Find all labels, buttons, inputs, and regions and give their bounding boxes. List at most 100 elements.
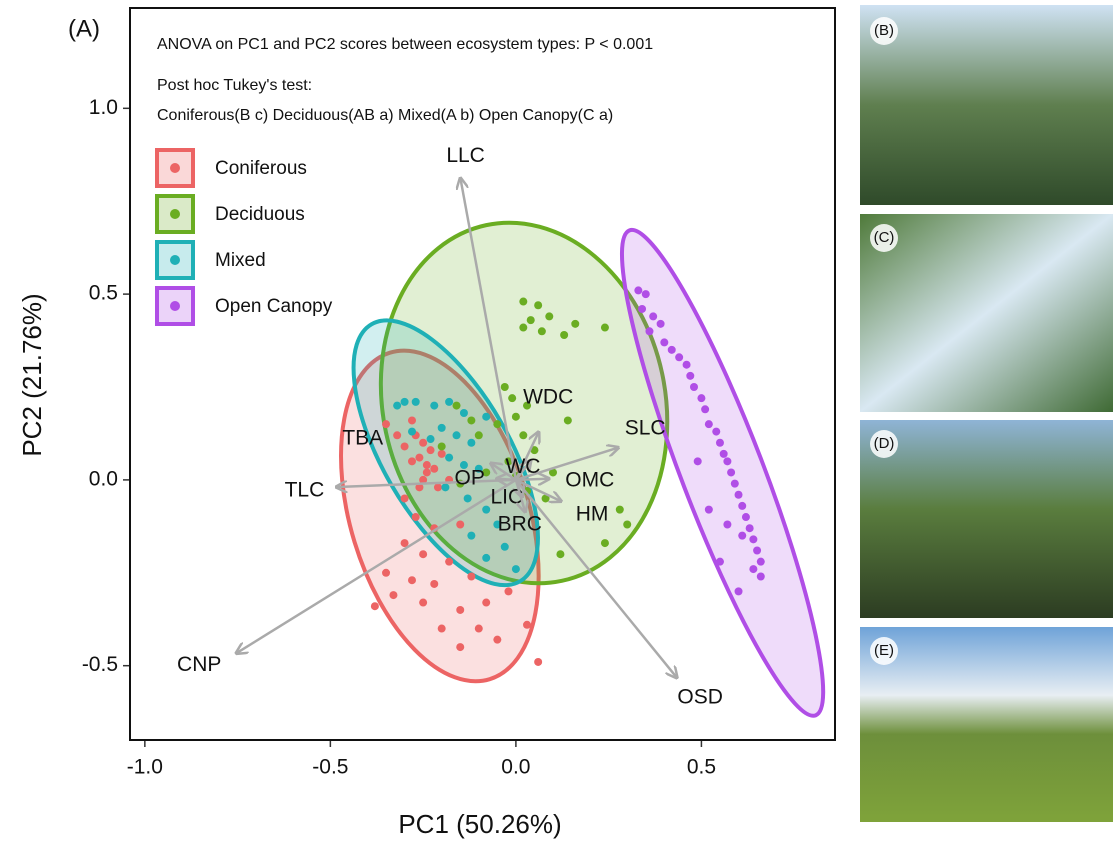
point (749, 535, 757, 543)
point (634, 286, 642, 294)
loading-label: BRC (498, 512, 542, 535)
point (393, 402, 401, 410)
loading-label: SLC (625, 416, 666, 439)
point (412, 398, 420, 406)
point (556, 550, 564, 558)
point (571, 320, 579, 328)
legend-label: Coniferous (215, 158, 307, 179)
photo (860, 5, 1113, 205)
panel-label: (A) (68, 15, 100, 42)
annotation: Post hoc Tukey's test: (157, 77, 312, 94)
point (460, 409, 468, 417)
point (545, 312, 553, 320)
point (389, 591, 397, 599)
point (408, 416, 416, 424)
point (419, 439, 427, 447)
point (453, 402, 461, 410)
point (686, 372, 694, 380)
point (723, 520, 731, 528)
loading-label: HM (576, 502, 609, 525)
point (427, 435, 435, 443)
point (519, 298, 527, 306)
point (508, 394, 516, 402)
point (642, 290, 650, 298)
legend-dot (170, 255, 180, 265)
x-tick-label: -1.0 (127, 756, 163, 779)
point (482, 413, 490, 421)
point (415, 454, 423, 462)
panel-label: (E) (874, 642, 894, 659)
point (738, 502, 746, 510)
point (493, 420, 501, 428)
point (705, 420, 713, 428)
point (434, 483, 442, 491)
loading-label: TLC (285, 479, 325, 502)
x-tick-label: -0.5 (312, 756, 348, 779)
point (723, 457, 731, 465)
point (757, 558, 765, 566)
legend-label: Deciduous (215, 204, 305, 225)
point (716, 558, 724, 566)
point (482, 506, 490, 514)
panel-label: (B) (874, 22, 894, 39)
point (419, 599, 427, 607)
point (753, 546, 761, 554)
point (675, 353, 683, 361)
point (475, 625, 483, 633)
point (757, 573, 765, 581)
point (649, 312, 657, 320)
point (705, 506, 713, 514)
point (438, 442, 446, 450)
point (512, 413, 520, 421)
point (412, 513, 420, 521)
point (453, 431, 461, 439)
point (401, 398, 409, 406)
point (601, 539, 609, 547)
point (683, 361, 691, 369)
point (456, 643, 464, 651)
point (501, 543, 509, 551)
point (746, 524, 754, 532)
point (501, 383, 509, 391)
annotation: ANOVA on PC1 and PC2 scores between ecos… (157, 36, 653, 53)
point (430, 465, 438, 473)
y-tick-label: -0.5 (82, 653, 118, 676)
point (564, 416, 572, 424)
point (512, 565, 520, 573)
point (467, 416, 475, 424)
point (735, 587, 743, 595)
point (467, 573, 475, 581)
point (504, 587, 512, 595)
loading-label: OMC (565, 468, 614, 491)
loading-label: CNP (177, 653, 221, 676)
point (456, 520, 464, 528)
annotation: Coniferous(B c) Deciduous(AB a) Mixed(A … (157, 107, 613, 124)
point (423, 468, 431, 476)
legend-dot (170, 163, 180, 173)
point (560, 331, 568, 339)
point (401, 494, 409, 502)
photo (860, 627, 1113, 822)
point (738, 532, 746, 540)
loading-label: OP (455, 466, 485, 489)
point (371, 602, 379, 610)
point (493, 636, 501, 644)
point (701, 405, 709, 413)
point (731, 480, 739, 488)
point (408, 576, 416, 584)
legend-dot (170, 209, 180, 219)
point (616, 506, 624, 514)
point (467, 532, 475, 540)
legend-label: Open Canopy (215, 296, 333, 317)
point (727, 468, 735, 476)
point (657, 320, 665, 328)
point (427, 446, 435, 454)
panel-label: (D) (874, 435, 895, 452)
point (456, 606, 464, 614)
loading-arrow (516, 479, 548, 480)
figure: (B) (C) (D) (E) (A) ANOVA on PC1 and PC2… (0, 0, 1113, 844)
panel-label: (C) (874, 229, 895, 246)
point (519, 324, 527, 332)
point (534, 301, 542, 309)
point (441, 483, 449, 491)
